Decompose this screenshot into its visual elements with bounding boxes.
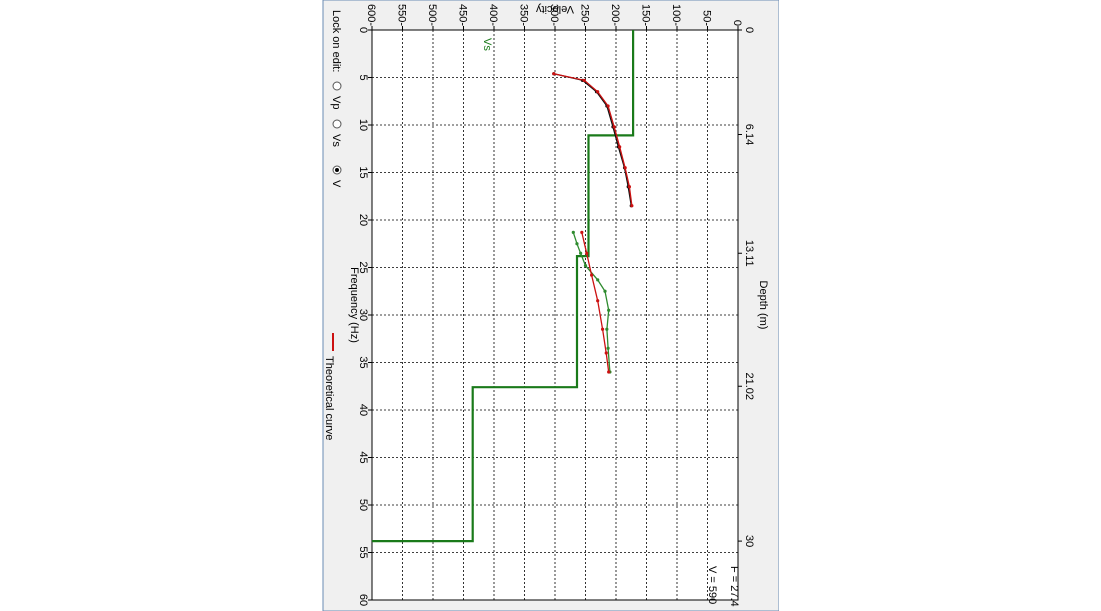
series-3-point-5[interactable] bbox=[603, 289, 607, 293]
depth-tick-label-1: 6.14 bbox=[743, 124, 755, 145]
series-2-point-1[interactable] bbox=[582, 78, 586, 82]
velocity-tick-label-50: 50- bbox=[701, 10, 713, 26]
frequency-tick-label-40: 40 bbox=[357, 404, 369, 416]
series-3-point-6[interactable] bbox=[607, 308, 611, 312]
frequency-tick-label-5: 5 bbox=[357, 74, 369, 80]
series-2-point-8[interactable] bbox=[630, 204, 634, 208]
series-4-point-3[interactable] bbox=[596, 299, 600, 303]
series-4-point-6[interactable] bbox=[607, 370, 611, 374]
depth-tick-label-0: 0 bbox=[743, 27, 755, 33]
frequency-tick-label-10: 10 bbox=[357, 119, 369, 131]
legend: Theoretical curve bbox=[323, 333, 335, 440]
velocity-tick-label-200: 200- bbox=[609, 4, 621, 26]
velocity-tick-label-550: 550- bbox=[396, 4, 408, 26]
series-2-point-4[interactable] bbox=[612, 125, 616, 129]
series-line-0-step[interactable] bbox=[372, 30, 635, 543]
series-2-point-3[interactable] bbox=[606, 104, 610, 108]
series-4-point-4[interactable] bbox=[600, 327, 605, 331]
vs-series-label: Vs bbox=[481, 38, 493, 51]
depth-axis-title: Depth (m) bbox=[757, 281, 769, 330]
radio-vs[interactable]: Vs bbox=[330, 119, 342, 147]
frequency-tick-label-35: 35 bbox=[357, 356, 369, 368]
lock-label: Lock on edit: bbox=[330, 10, 342, 72]
frequency-tick-label-45: 45 bbox=[357, 451, 369, 463]
series-4-point-1[interactable] bbox=[585, 251, 589, 255]
radio-v-dot bbox=[335, 168, 339, 172]
series-2-point-2[interactable] bbox=[596, 90, 600, 94]
series-3-point-1[interactable] bbox=[575, 242, 579, 246]
series-layer[interactable] bbox=[372, 30, 635, 543]
velocity-ticks: 0 50- 100- 150- 200- 250- 300- 350- 400- 450- 500-… bbox=[365, 4, 743, 30]
frequency-tick-label-60: 60 bbox=[357, 594, 369, 606]
frequency-tick-label-20: 20 bbox=[357, 214, 369, 226]
radio-vp[interactable]: Vp bbox=[330, 81, 342, 109]
series-2-point-0[interactable] bbox=[552, 72, 556, 76]
velocity-tick-label-300: 300- bbox=[548, 4, 560, 26]
velocity-tick-label-450: 450- bbox=[457, 4, 469, 26]
legend-label: Theoretical curve bbox=[323, 356, 335, 440]
series-2-point-6[interactable] bbox=[623, 166, 627, 170]
frequency-tick-label-0: 0 bbox=[357, 27, 369, 33]
series-3-point-3[interactable] bbox=[583, 264, 588, 268]
depth-tick-label-4: 30 bbox=[743, 535, 755, 547]
velocity-tick-label-500: 500- bbox=[426, 4, 438, 26]
series-2-point-7[interactable] bbox=[627, 185, 632, 189]
velocity-tick-label-100: 100- bbox=[670, 4, 682, 26]
series-4-point-2[interactable] bbox=[590, 273, 594, 277]
velocity-tick-label-400: 400- bbox=[487, 4, 499, 26]
frequency-axis-title: Frequency (Hz) bbox=[348, 267, 360, 343]
series-4-point-5[interactable] bbox=[604, 351, 608, 355]
velocity-tick-label-0: 0 bbox=[731, 20, 743, 26]
series-4-point-0[interactable] bbox=[580, 230, 584, 234]
series-3-point-8[interactable] bbox=[606, 346, 610, 350]
series-3-point-4[interactable] bbox=[596, 278, 600, 282]
depth-ticks: 0 6.14 13.11 21.02 30 bbox=[738, 27, 755, 547]
series-2-point-5[interactable] bbox=[618, 145, 622, 149]
velocity-axis-title: Velocity bbox=[536, 3, 574, 15]
velocity-readout: V = 590 bbox=[706, 566, 718, 604]
series-3-point-2[interactable] bbox=[579, 251, 583, 255]
depth-tick-label-3: 21.02 bbox=[743, 372, 755, 400]
frequency-ticks: 0 5 10 15 20 25 30 35 40 45 50 55 60 bbox=[357, 27, 372, 606]
series-line-3-observed-2[interactable] bbox=[572, 232, 611, 373]
lock-on-edit-group: Lock on edit: Vp Vs V bbox=[330, 10, 342, 188]
velocity-tick-label-600: 600- bbox=[365, 4, 377, 26]
series-3-point-0[interactable] bbox=[571, 230, 575, 234]
velocity-tick-label-250: 250- bbox=[579, 4, 591, 26]
frequency-readout: F = 27.4 bbox=[728, 566, 740, 607]
radio-vs-label: Vs bbox=[330, 134, 342, 147]
frequency-tick-label-30: 30 bbox=[357, 309, 369, 321]
frequency-tick-label-55: 55 bbox=[357, 546, 369, 558]
frequency-tick-label-50: 50 bbox=[357, 499, 369, 511]
frequency-tick-label-15: 15 bbox=[357, 166, 369, 178]
depth-tick-label-2: 13.11 bbox=[743, 240, 755, 267]
grid bbox=[372, 30, 738, 600]
series-3-point-7[interactable] bbox=[605, 327, 609, 331]
radio-vp-circle[interactable] bbox=[332, 81, 342, 91]
radio-v[interactable]: V bbox=[330, 165, 342, 188]
radio-v-label: V bbox=[330, 180, 342, 188]
velocity-tick-label-150: 150- bbox=[640, 4, 652, 26]
velocity-tick-label-350: 350- bbox=[518, 4, 530, 26]
radio-vp-label: Vp bbox=[330, 96, 342, 109]
frequency-tick-label-25: 25 bbox=[357, 261, 369, 273]
radio-vs-circle[interactable] bbox=[332, 119, 342, 129]
